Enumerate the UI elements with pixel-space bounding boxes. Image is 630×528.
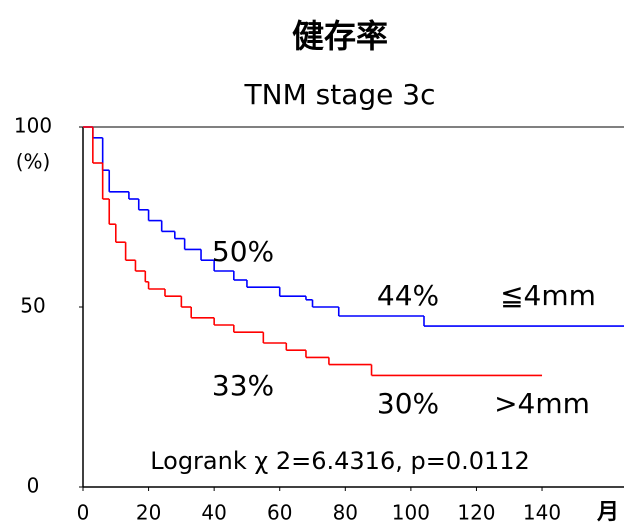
y-tick-label: 0 [27,474,40,498]
annotation: Logrank χ 2=6.4316, p=0.0112 [150,447,530,475]
series-label: >4mm [494,387,590,420]
x-tick-label: 60 [267,501,292,525]
y-tick-label: 100 [14,114,52,138]
x-tick-label: 40 [201,501,226,525]
y-tick-label: 50 [20,294,45,318]
annotation: 30% [377,387,439,420]
x-tick-label: 140 [523,501,561,525]
x-tick-label: 20 [136,501,161,525]
x-tick-label: 0 [77,501,90,525]
y-axis-label: (%) [16,150,51,174]
series-label: ≦4mm [500,279,596,312]
annotation: 44% [377,279,439,312]
x-axis-label: 月 [596,500,619,525]
annotation: 33% [212,369,274,402]
chart-subtitle: TNM stage 3c [244,78,436,111]
x-tick-label: 100 [392,501,430,525]
chart-title: 健存率 [292,17,388,55]
x-tick-label: 120 [457,501,495,525]
x-tick-label: 80 [333,501,358,525]
annotation: 50% [212,235,274,268]
